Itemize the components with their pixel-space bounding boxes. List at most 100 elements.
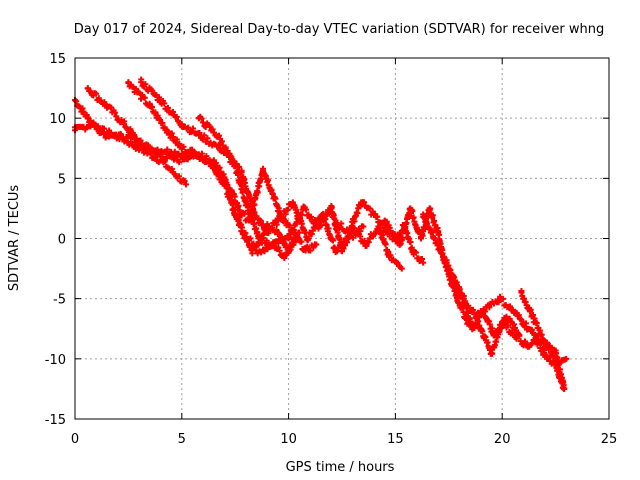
data-point [89,121,96,128]
data-point [232,163,239,170]
data-point-fill [253,225,260,232]
x-tick-label: 10 [280,432,297,447]
data-point [259,247,266,254]
data-point [195,151,202,158]
data-point [157,97,164,104]
data-point [136,139,143,146]
x-tick-label: 0 [71,432,79,447]
data-point [512,331,519,338]
data-point-fill [468,323,475,330]
data-point [526,307,533,314]
y-tick-label: 0 [58,233,66,248]
data-point [281,253,288,260]
data-point-fill [476,322,483,329]
data-point-fill [164,146,171,153]
data-point [486,301,493,308]
data-point [332,217,339,224]
data-point [289,199,296,206]
data-point-fill [240,187,247,194]
data-point-fill [132,85,139,92]
data-point-fill [263,237,270,244]
data-point [274,229,281,236]
data-point [242,235,249,242]
data-point [264,229,271,236]
data-point-fill [509,327,516,334]
tick-layer: 0 5 10 15 20 25 -15 -10 -5 0 5 10 15 [45,52,618,447]
data-point-fill [286,222,293,229]
data-point [255,235,262,242]
x-tick-label: 20 [494,432,511,447]
data-point-fill [218,171,225,178]
data-point [520,319,527,326]
y-axis-label: SDTVAR / TECUs [7,185,22,292]
data-point-fill [223,179,230,186]
data-point-fill [199,136,206,143]
data-point [215,133,222,140]
data-point [561,385,568,392]
data-point [121,121,128,128]
data-point [398,265,405,272]
data-point [524,343,531,350]
data-point [268,187,275,194]
data-point-fill [308,213,315,220]
data-point-fill [79,105,86,112]
data-point-fill [131,131,138,138]
data-point-fill [282,211,289,218]
data-point [138,79,145,86]
data-point-fill [482,308,489,315]
data-point-fill [470,306,477,313]
data-point-fill [504,322,511,329]
data-point [452,277,459,284]
data-point-fill [357,233,364,240]
data-point [409,247,416,254]
data-point [518,289,525,296]
data-point-fill [361,237,368,244]
data-point [84,115,91,122]
data-point-fill [173,136,180,143]
data-point [285,235,292,242]
data-point [499,319,506,326]
data-point [473,313,480,320]
data-point [362,241,369,248]
data-point [178,145,185,152]
data-point [198,133,205,140]
data-point-fill [304,243,311,250]
data-point [371,211,378,218]
data-point-fill [456,286,463,293]
data-point-fill [521,338,528,345]
data-point-fill [318,221,325,228]
data-point-fill [142,81,149,88]
data-point [210,163,217,170]
data-point-fill [152,109,159,116]
data-point [435,229,442,236]
data-point [358,199,365,206]
data-point [396,241,403,248]
data-point-fill [173,113,180,120]
data-point-fill [515,312,522,319]
data-point-fill [204,135,211,142]
data-point-fill [298,211,305,218]
data-point-fill [365,239,372,246]
data-point [465,319,472,326]
data-point-fill [127,126,134,133]
data-point-fill [257,217,264,224]
data-point [546,343,553,350]
data-point-fill [559,379,566,386]
data-point-fill [181,177,188,184]
data-point [462,301,469,308]
data-point-fill [342,242,349,249]
data-point-fill [268,224,275,231]
data-point-fill [159,119,166,126]
x-tick-label: 25 [601,432,618,447]
data-point [238,211,245,218]
y-tick-label: 10 [49,112,66,127]
data-point [304,235,311,242]
data-point-fill [259,221,266,228]
data-point-fill [141,94,148,101]
data-point-fill [429,212,436,219]
data-point-fill [276,247,283,254]
x-tick-label: 15 [387,432,404,447]
data-point-fill [272,195,279,202]
data-point [339,247,345,254]
